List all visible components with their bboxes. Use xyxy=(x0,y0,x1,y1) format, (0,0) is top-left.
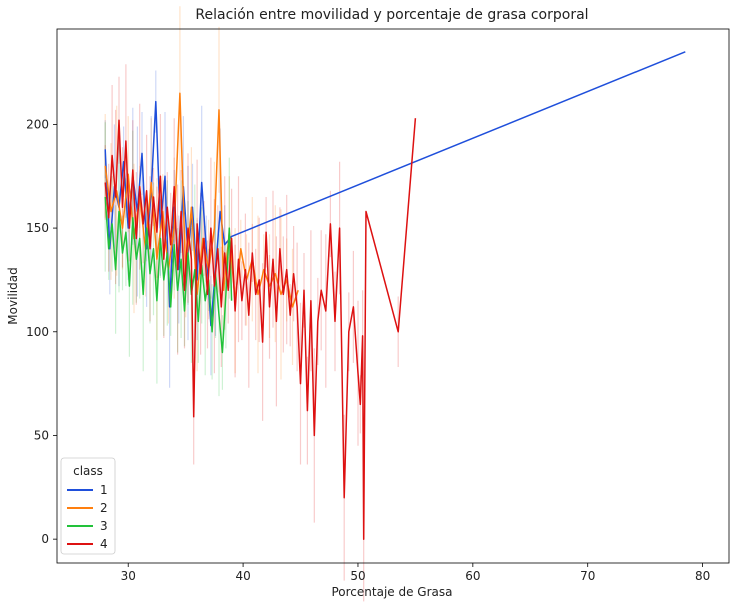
plot-area xyxy=(104,6,686,602)
y-axis-label: Movilidad xyxy=(6,267,20,324)
legend-box xyxy=(60,457,116,555)
x-tick-label: 50 xyxy=(350,569,365,583)
series-4-band xyxy=(104,64,399,602)
y-tick-label: 50 xyxy=(34,428,49,442)
plot-frame xyxy=(56,28,730,564)
x-tick-label: 30 xyxy=(121,569,136,583)
axis-ticks: 30 40 50 60 70 80 0 50 100 150 200 xyxy=(26,117,710,583)
x-tick-label: 40 xyxy=(235,569,250,583)
x-axis-label: Porcentaje de Grasa xyxy=(331,585,452,599)
legend-title: class xyxy=(73,464,103,478)
chart-title: Relación entre movilidad y porcentaje de… xyxy=(195,7,588,23)
series-4-line xyxy=(104,118,417,540)
legend-label-3: 3 xyxy=(100,519,108,533)
legend-label-1: 1 xyxy=(100,483,108,497)
x-tick-label: 80 xyxy=(695,569,710,583)
y-tick-label: 200 xyxy=(26,117,49,131)
legend-label-2: 2 xyxy=(100,501,108,515)
y-tick-label: 100 xyxy=(26,325,49,339)
y-tick-label: 0 xyxy=(41,532,49,546)
series-3-line xyxy=(104,196,233,354)
x-tick-label: 60 xyxy=(465,569,480,583)
y-tick-label: 150 xyxy=(26,221,49,235)
legend-label-4: 4 xyxy=(100,537,108,551)
legend: class 1 2 3 4 xyxy=(60,457,116,555)
x-tick-label: 70 xyxy=(580,569,595,583)
series-1-line xyxy=(104,51,686,327)
